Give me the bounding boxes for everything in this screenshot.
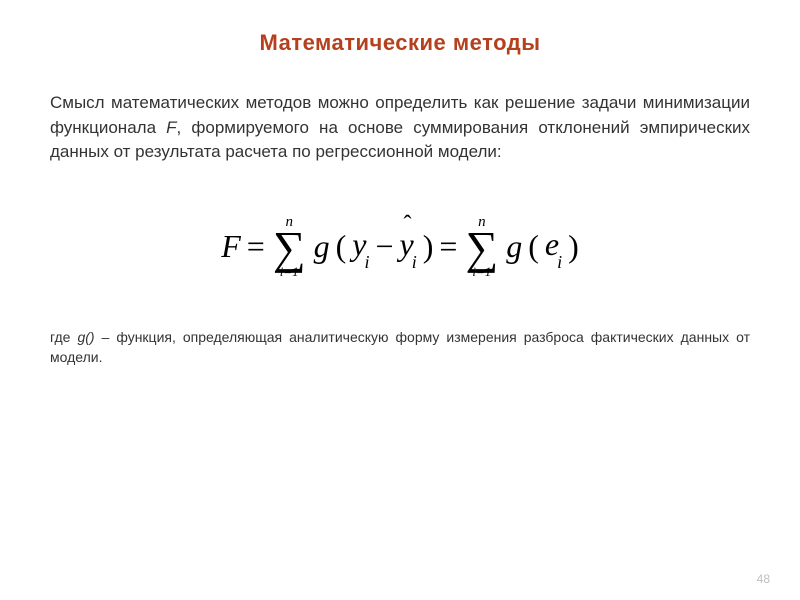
note-g: g() [77, 329, 94, 345]
body-paragraph: Смысл математических методов можно опред… [50, 91, 750, 165]
sub-i-3: i [557, 252, 562, 272]
sigma-icon: ∑ [273, 228, 306, 267]
rparen2: ) [568, 228, 579, 265]
page-title: Математические методы [50, 30, 750, 56]
rparen1: ) [423, 228, 434, 265]
formula-e: ei [545, 226, 562, 267]
sum-bot-1: i=1 [280, 265, 299, 278]
body-var-f: F [166, 118, 176, 137]
note-pre: где [50, 329, 77, 345]
note-paragraph: где g() – функция, определяющая аналитич… [50, 328, 750, 367]
formula-F: F [221, 228, 241, 265]
formula-yhat: yi [400, 226, 417, 267]
page-number: 48 [757, 572, 770, 586]
formula-g1: g [314, 228, 330, 265]
formula-minus: − [375, 228, 393, 265]
slide: Математические методы Смысл математическ… [0, 0, 800, 600]
formula-container: F = n ∑ i=1 g( yi − yi ) = n ∑ i=1 g(ei … [50, 215, 750, 278]
sub-i-1: i [364, 252, 369, 272]
formula-eq1: = [247, 228, 265, 265]
sum-block-1: n ∑ i=1 [273, 215, 306, 278]
formula: F = n ∑ i=1 g( yi − yi ) = n ∑ i=1 g(ei … [221, 215, 579, 278]
formula-g2: g [506, 228, 522, 265]
lparen2: ( [528, 228, 539, 265]
formula-eq2: = [439, 228, 457, 265]
sum-block-2: n ∑ i=1 [465, 215, 498, 278]
sigma-icon-2: ∑ [465, 228, 498, 267]
sum-bot-2: i=1 [472, 265, 491, 278]
lparen1: ( [336, 228, 347, 265]
formula-y: yi [352, 226, 369, 267]
sub-i-2: i [412, 252, 417, 272]
note-post: – функция, определяющая аналитическую фо… [50, 329, 750, 365]
